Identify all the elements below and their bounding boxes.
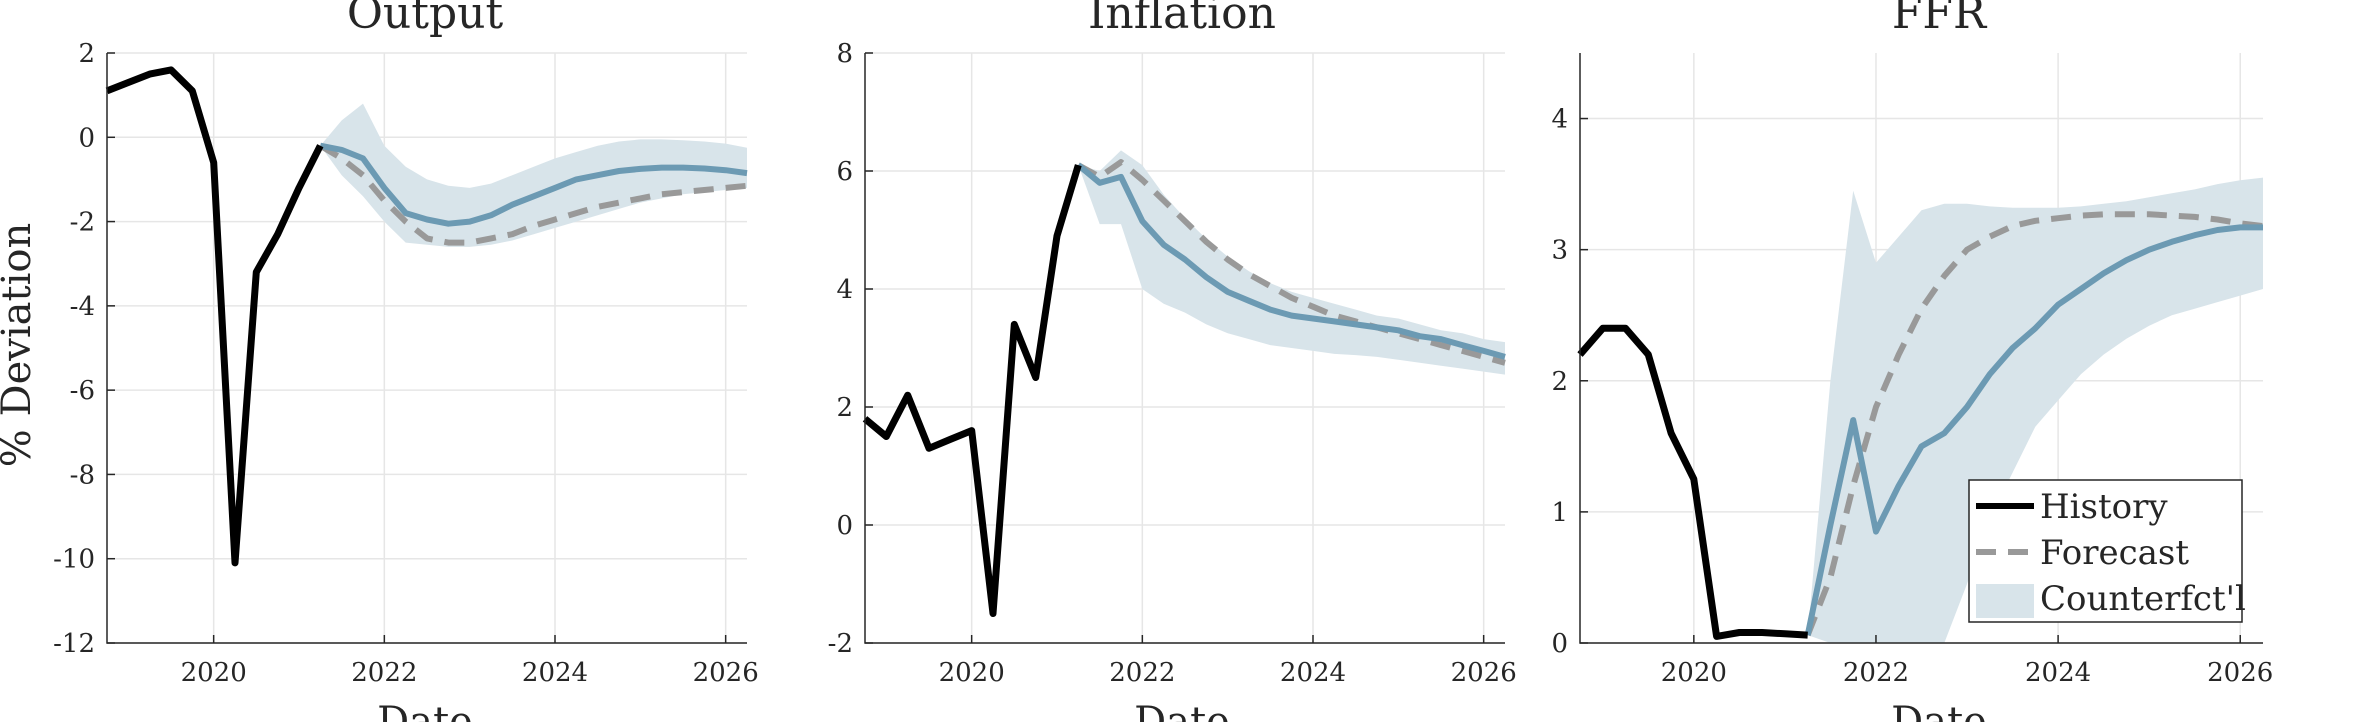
x-tick-label: 2022: [1109, 658, 1175, 688]
y-tick-label: 2: [1551, 367, 1568, 397]
legend-counterfactual-label: Counterfct'l: [2040, 579, 2246, 619]
y-tick-label: 1: [1551, 498, 1568, 528]
counterfactual-line: [319, 142, 748, 227]
panel-title: Inflation: [1088, 0, 1276, 39]
y-axis-label: % Deviation: [0, 223, 40, 467]
counterfactual-band: [1807, 177, 2263, 643]
x-tick-label: 2026: [693, 658, 759, 688]
forecast-line: [1076, 159, 1506, 366]
forecast-line: [1804, 211, 2264, 637]
y-tick-label: 3: [1551, 236, 1568, 266]
legend-history-label: History: [2040, 487, 2168, 527]
y-tick-label: -4: [70, 292, 95, 322]
x-tick-label: 2024: [2025, 658, 2091, 688]
y-tick-label: -2: [70, 208, 95, 238]
x-tick-label: 2026: [2207, 658, 2273, 688]
panel-inflation: Inflation Date -2 0 2 4 6 8 2020 2022 2024 2026: [828, 0, 1517, 722]
counterfactual-line: [1804, 224, 2263, 636]
forecast-line: [318, 143, 748, 246]
x-tick-label: 2022: [1843, 658, 1909, 688]
y-tick-label: -8: [70, 460, 95, 490]
y-tick-label: -6: [70, 376, 95, 406]
x-tick-label: 2024: [522, 658, 588, 688]
y-tick-label: 4: [1551, 105, 1568, 135]
y-tick-label: -10: [53, 545, 95, 575]
history-line: [105, 66, 324, 567]
panel-ffr: FFR Date 0 1 2 3 4 2020 2022 2024 2026: [1551, 0, 2273, 722]
panel-title: Output: [347, 0, 504, 39]
x-axis-label: Date: [1134, 699, 1230, 722]
y-tick-label: 2: [836, 393, 853, 423]
y-tick-label: 8: [836, 39, 853, 69]
x-tick-label: 2024: [1280, 658, 1346, 688]
history-line: [1577, 324, 1808, 640]
y-tick-label: 0: [836, 511, 853, 541]
y-tick-label: -12: [53, 629, 95, 659]
history-line: [862, 164, 1082, 617]
panel-output: Output % Deviation Date -12 -10 -8 -6 -4 -2 0 2…: [0, 0, 759, 722]
counterfactual-band: [320, 103, 747, 247]
y-tick-label: 4: [836, 275, 853, 305]
y-tick-label: -2: [828, 629, 853, 659]
y-tick-label: 6: [836, 157, 853, 187]
y-tick-label: 0: [1551, 629, 1568, 659]
counterfactual-line: [1076, 162, 1506, 360]
legend-forecast-label: Forecast: [2040, 533, 2189, 573]
x-tick-label: 2020: [181, 658, 247, 688]
counterfactual-band: [1078, 150, 1505, 375]
x-tick-label: 2020: [1661, 658, 1727, 688]
y-tick-label: 0: [78, 123, 95, 153]
x-tick-label: 2022: [351, 658, 417, 688]
legend: History Forecast Counterfct'l: [1968, 479, 2246, 623]
y-tick-label: 2: [78, 39, 95, 69]
panel-title: FFR: [1892, 0, 1988, 39]
x-tick-label: 2026: [1451, 658, 1517, 688]
legend-counterfactual-swatch: [1976, 584, 2034, 618]
x-axis-label: Date: [1891, 699, 1987, 722]
x-axis-label: Date: [377, 699, 473, 722]
x-tick-label: 2020: [939, 658, 1005, 688]
